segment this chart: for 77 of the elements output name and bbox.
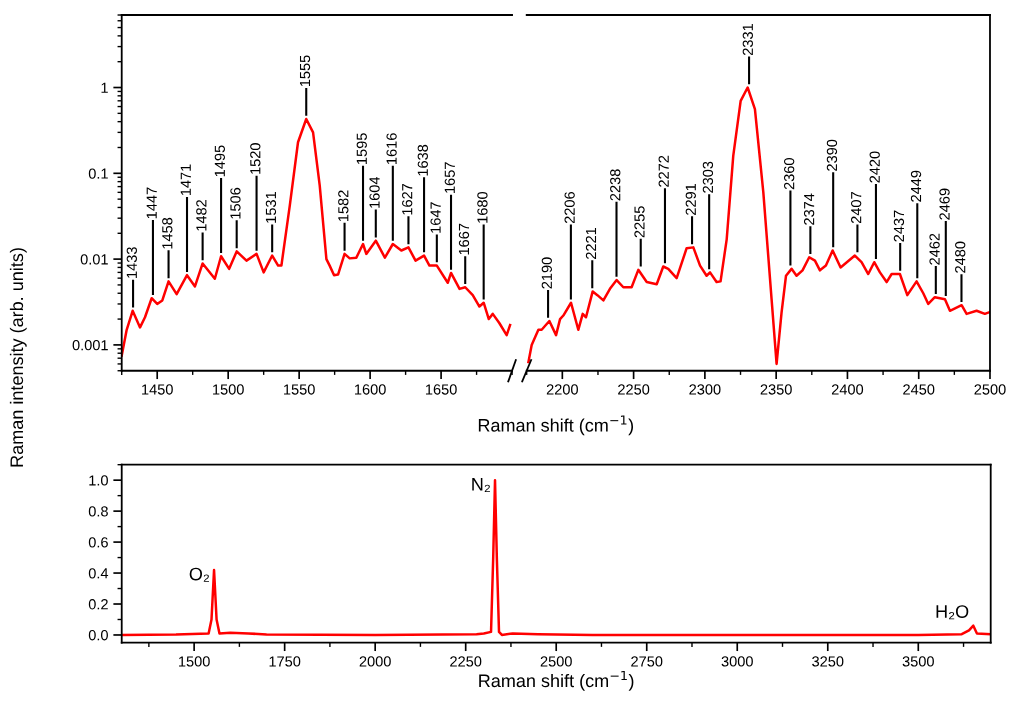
annotation: 1531 xyxy=(265,192,277,223)
annotation: 1595 xyxy=(356,133,367,164)
y-tick-label: 1 xyxy=(101,82,108,93)
annotation: 1638 xyxy=(417,144,428,176)
annotation: 2291 xyxy=(685,183,696,215)
annotation: 2303 xyxy=(702,161,714,193)
annotation: N₂ xyxy=(472,478,490,493)
x-tick-label: 3250 xyxy=(812,656,844,667)
annotation: 2480 xyxy=(955,241,966,273)
x-tick-label: 3500 xyxy=(902,656,934,667)
annotation: 1506 xyxy=(230,187,241,219)
annotation: 1520 xyxy=(250,143,261,174)
x-tick-label: 2500 xyxy=(974,384,1006,395)
y-tick-label: 0.6 xyxy=(88,537,108,548)
x-tick-label: 2450 xyxy=(903,384,935,395)
annotation: 2437 xyxy=(893,210,905,242)
annotation: 1667 xyxy=(458,223,470,255)
x-tick-label: 2400 xyxy=(831,384,864,395)
x-tick-label: 1550 xyxy=(284,384,315,395)
y-tick-label: 0.001 xyxy=(72,340,108,351)
annotation: 2469 xyxy=(939,188,950,220)
x-tick-label: 2250 xyxy=(618,384,650,395)
y-tick-label: 0.8 xyxy=(88,506,108,517)
annotation: 2360 xyxy=(784,158,795,190)
annotation: H₂O xyxy=(936,605,969,620)
annotation: 1604 xyxy=(369,176,380,208)
x-tick-label: 2300 xyxy=(689,384,721,395)
annotation: 2374 xyxy=(803,193,815,225)
annotation: 2272 xyxy=(658,155,669,187)
x-tick-label: 2250 xyxy=(450,656,482,667)
annotation: 1647 xyxy=(430,202,441,233)
x-axis-title: Raman shift (cm$^{−1}$) xyxy=(478,415,634,436)
annotation: 2238 xyxy=(610,169,621,201)
y-axis-title: Raman intensity (arb. units) xyxy=(9,248,27,467)
annotation: 2407 xyxy=(851,192,862,224)
y-tick-label: 0.2 xyxy=(88,599,108,610)
x-tick-label: 2350 xyxy=(760,384,792,395)
annotation: 1495 xyxy=(214,145,225,177)
annotation: 2255 xyxy=(634,206,645,238)
x-tick-label: 2200 xyxy=(546,384,578,395)
annotation: 1471 xyxy=(180,164,191,196)
annotation: 1458 xyxy=(162,217,173,249)
x-tick-label: 2000 xyxy=(359,656,391,667)
annotation: 2420 xyxy=(869,151,880,183)
annotation: 1627 xyxy=(402,183,413,215)
x-tick-label: 1450 xyxy=(142,384,173,395)
annotation: 1433 xyxy=(126,247,137,278)
x-tick-label: 1500 xyxy=(179,656,210,667)
y-tick-label: 0.4 xyxy=(88,568,109,579)
annotation: 1555 xyxy=(299,55,311,87)
annotation: 2190 xyxy=(541,257,552,289)
y-tick-label: 0.0 xyxy=(88,630,108,641)
annotation: 2331 xyxy=(742,24,753,56)
x-tick-label: 2500 xyxy=(540,656,572,667)
annotation: 2390 xyxy=(826,139,838,171)
x-tick-label: 1750 xyxy=(269,656,301,667)
x-tick-label: 1650 xyxy=(425,384,457,395)
line-series xyxy=(121,478,991,637)
annotation: 1657 xyxy=(444,162,455,193)
y-tick-label: 0.1 xyxy=(88,168,108,179)
x-tick-label: 2750 xyxy=(631,656,663,667)
annotation: 1680 xyxy=(477,191,488,223)
annotation: 2462 xyxy=(929,233,940,265)
y-tick-label: 1.0 xyxy=(89,475,108,486)
x-tick-label: 1500 xyxy=(213,384,244,395)
annotation: 1482 xyxy=(196,200,207,231)
annotation: 1582 xyxy=(338,190,349,222)
annotation: 1447 xyxy=(146,187,157,219)
annotation: 1616 xyxy=(386,133,397,164)
x-tick-label: 1600 xyxy=(355,384,386,395)
annotation: O₂ xyxy=(189,567,209,582)
x-axis-title: Raman shift (cm$^{−1}$) xyxy=(479,670,634,691)
annotation: 2206 xyxy=(564,192,575,224)
annotation: 2449 xyxy=(910,170,922,202)
y-tick-label: 0.01 xyxy=(80,254,108,265)
annotation: 2221 xyxy=(585,227,597,259)
x-tick-label: 3000 xyxy=(721,656,753,667)
